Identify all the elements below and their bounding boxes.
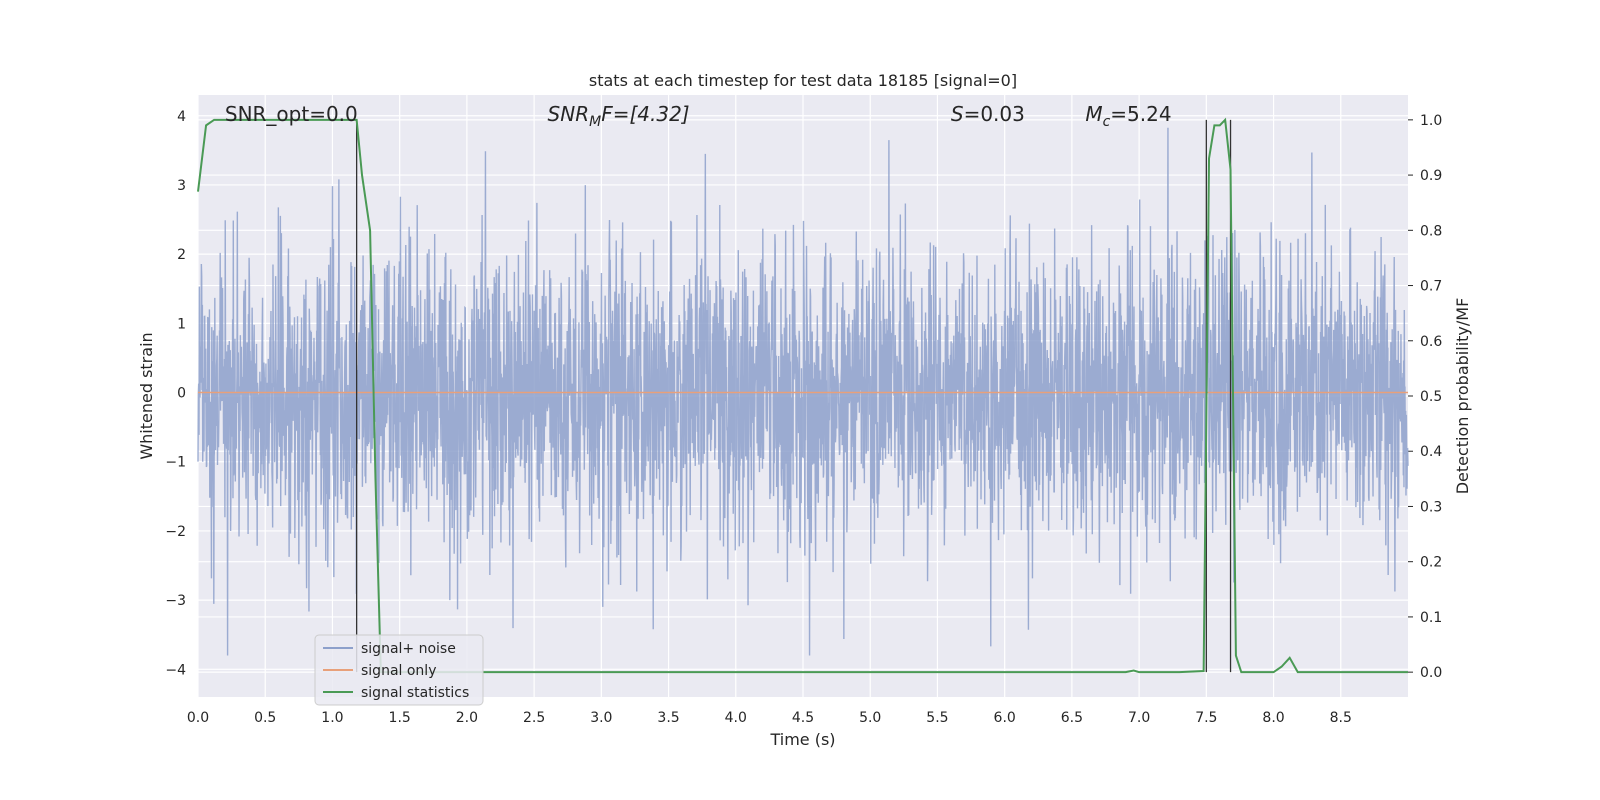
x-tick-label: 7.0	[1128, 710, 1150, 726]
y-right-axis-label: Detection probability/MF	[1453, 298, 1472, 495]
annotation-text: Mc=5.24	[1085, 102, 1171, 130]
x-tick-label: 3.5	[657, 710, 679, 726]
y-right-tick-label: 0.1	[1420, 610, 1442, 626]
x-tick-label: 3.0	[590, 710, 612, 726]
y-left-tick-label: 0	[177, 386, 186, 402]
annotation-text: SNR_opt=0.0	[225, 102, 358, 126]
x-tick-label: 0.0	[187, 710, 209, 726]
y-left-tick-label: −4	[165, 662, 186, 678]
x-tick-label: 5.0	[859, 710, 881, 726]
y-left-tick-label: −3	[165, 593, 186, 609]
legend: signal+ noise signal only signal statistic…	[314, 634, 484, 706]
x-tick-label: 8.0	[1262, 710, 1284, 726]
annotation-text: SNRMF=[4.32]	[548, 102, 690, 130]
signal-statistics-series	[197, 117, 1408, 674]
y-right-tick-label: 0.8	[1420, 223, 1442, 239]
legend-label: signal only	[361, 663, 436, 679]
x-tick-label: 6.5	[1061, 710, 1083, 726]
y-left-tick-label: 3	[177, 178, 186, 194]
legend-label: signal statistics	[361, 685, 469, 701]
y-right-tick-label: 0.5	[1420, 389, 1442, 405]
y-right-tick-label: 0.3	[1420, 499, 1442, 515]
x-tick-label: 5.5	[926, 710, 948, 726]
y-left-tick-label: −2	[165, 524, 186, 540]
y-left-tick-label: 2	[177, 247, 186, 263]
x-tick-label: 8.5	[1330, 710, 1352, 726]
x-tick-label: 4.5	[792, 710, 814, 726]
chart-title: stats at each timestep for test data 181…	[589, 71, 1017, 90]
x-tick-label: 1.0	[321, 710, 343, 726]
y-left-axis-label: Whitened strain	[137, 332, 156, 459]
legend-box	[314, 634, 484, 706]
x-tick-label: 6.0	[994, 710, 1016, 726]
y-right-tick-labels: 0.0 0.1 0.2 0.3 0.4 0.5 0.6 0.7 0.8 0.9 1.0	[1420, 113, 1442, 681]
y-right-tick-label: 0.9	[1420, 168, 1442, 184]
x-axis-label: Time (s)	[769, 730, 835, 749]
y-right-tick-label: 0.7	[1420, 279, 1442, 295]
annotation-text: S=0.03	[951, 102, 1025, 126]
y-left-tick-label: 4	[177, 109, 186, 125]
y-left-tick-label: 1	[177, 316, 186, 332]
x-tick-label: 7.5	[1195, 710, 1217, 726]
y-right-tick-label: 0.4	[1420, 444, 1442, 460]
signal-statistics-line	[197, 117, 1408, 674]
y-right-tick-label: 0.6	[1420, 334, 1442, 350]
legend-label: signal+ noise	[361, 641, 456, 657]
x-tick-labels: 0.0 0.5 1.0 1.5 2.0 2.5 3.0 3.5 4.0 4.5 5.0 5.5 6.0 6…	[187, 710, 1352, 726]
x-tick-label: 4.0	[725, 710, 747, 726]
annotations: SNR_opt=0.0 SNRMF=[4.32] S=0.03 Mc=5.24	[225, 102, 1172, 130]
x-tick-label: 1.5	[389, 710, 411, 726]
y-left-tick-labels: −4 −3 −2 −1 0 1 2 3 4	[165, 109, 186, 679]
y-left-tick-label: −1	[165, 455, 186, 471]
x-tick-label: 2.0	[456, 710, 478, 726]
x-tick-label: 2.5	[523, 710, 545, 726]
y-right-tick-label: 1.0	[1420, 113, 1442, 129]
y-right-tick-label: 0.0	[1420, 665, 1442, 681]
x-tick-label: 0.5	[254, 710, 276, 726]
y-right-tick-label: 0.2	[1420, 555, 1442, 571]
